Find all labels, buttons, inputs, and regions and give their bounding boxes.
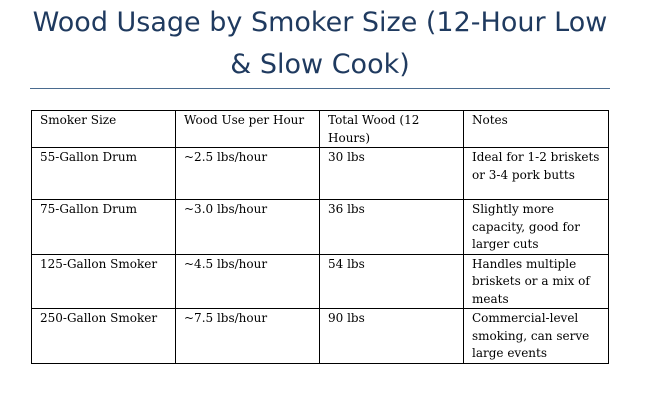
cell-total-wood: 30 lbs <box>319 147 464 200</box>
cell-smoker-size: 55-Gallon Drum <box>31 147 176 200</box>
table-row: 75-Gallon Drum ~3.0 lbs/hour 36 lbs Slig… <box>31 199 609 255</box>
table-row: 55-Gallon Drum ~2.5 lbs/hour 30 lbs Idea… <box>31 147 609 200</box>
cell-smoker-size: 125-Gallon Smoker <box>31 253 176 309</box>
table-header-row: Smoker Size Wood Use per Hour Total Wood… <box>31 110 609 148</box>
cell-wood-use-per-hour: ~2.5 lbs/hour <box>175 147 320 200</box>
table-row: 125-Gallon Smoker ~4.5 lbs/hour 54 lbs H… <box>31 253 609 309</box>
header-total-wood: Total Wood (12 Hours) <box>319 110 464 148</box>
table-row: 250-Gallon Smoker ~7.5 lbs/hour 90 lbs C… <box>31 308 609 364</box>
header-wood-use-per-hour: Wood Use per Hour <box>175 110 320 148</box>
header-notes: Notes <box>463 110 609 148</box>
header-smoker-size: Smoker Size <box>31 110 176 148</box>
cell-wood-use-per-hour: ~3.0 lbs/hour <box>175 199 320 255</box>
cell-total-wood: 36 lbs <box>319 199 464 255</box>
cell-smoker-size: 75-Gallon Drum <box>31 199 176 255</box>
cell-total-wood: 90 lbs <box>319 308 464 364</box>
cell-total-wood: 54 lbs <box>319 253 464 309</box>
cell-notes: Handles multiple briskets or a mix of me… <box>463 253 609 309</box>
wood-usage-table: Smoker Size Wood Use per Hour Total Wood… <box>31 110 609 364</box>
cell-smoker-size: 250-Gallon Smoker <box>31 308 176 364</box>
cell-wood-use-per-hour: ~7.5 lbs/hour <box>175 308 320 364</box>
title-divider <box>30 88 610 89</box>
page-title: Wood Usage by Smoker Size (12-Hour Low &… <box>32 7 608 80</box>
cell-notes: Ideal for 1-2 briskets or 3-4 pork butts <box>463 147 609 200</box>
cell-notes: Slightly more capacity, good for larger … <box>463 199 609 255</box>
cell-notes: Commercial-level smoking, can serve larg… <box>463 308 609 364</box>
cell-wood-use-per-hour: ~4.5 lbs/hour <box>175 253 320 309</box>
